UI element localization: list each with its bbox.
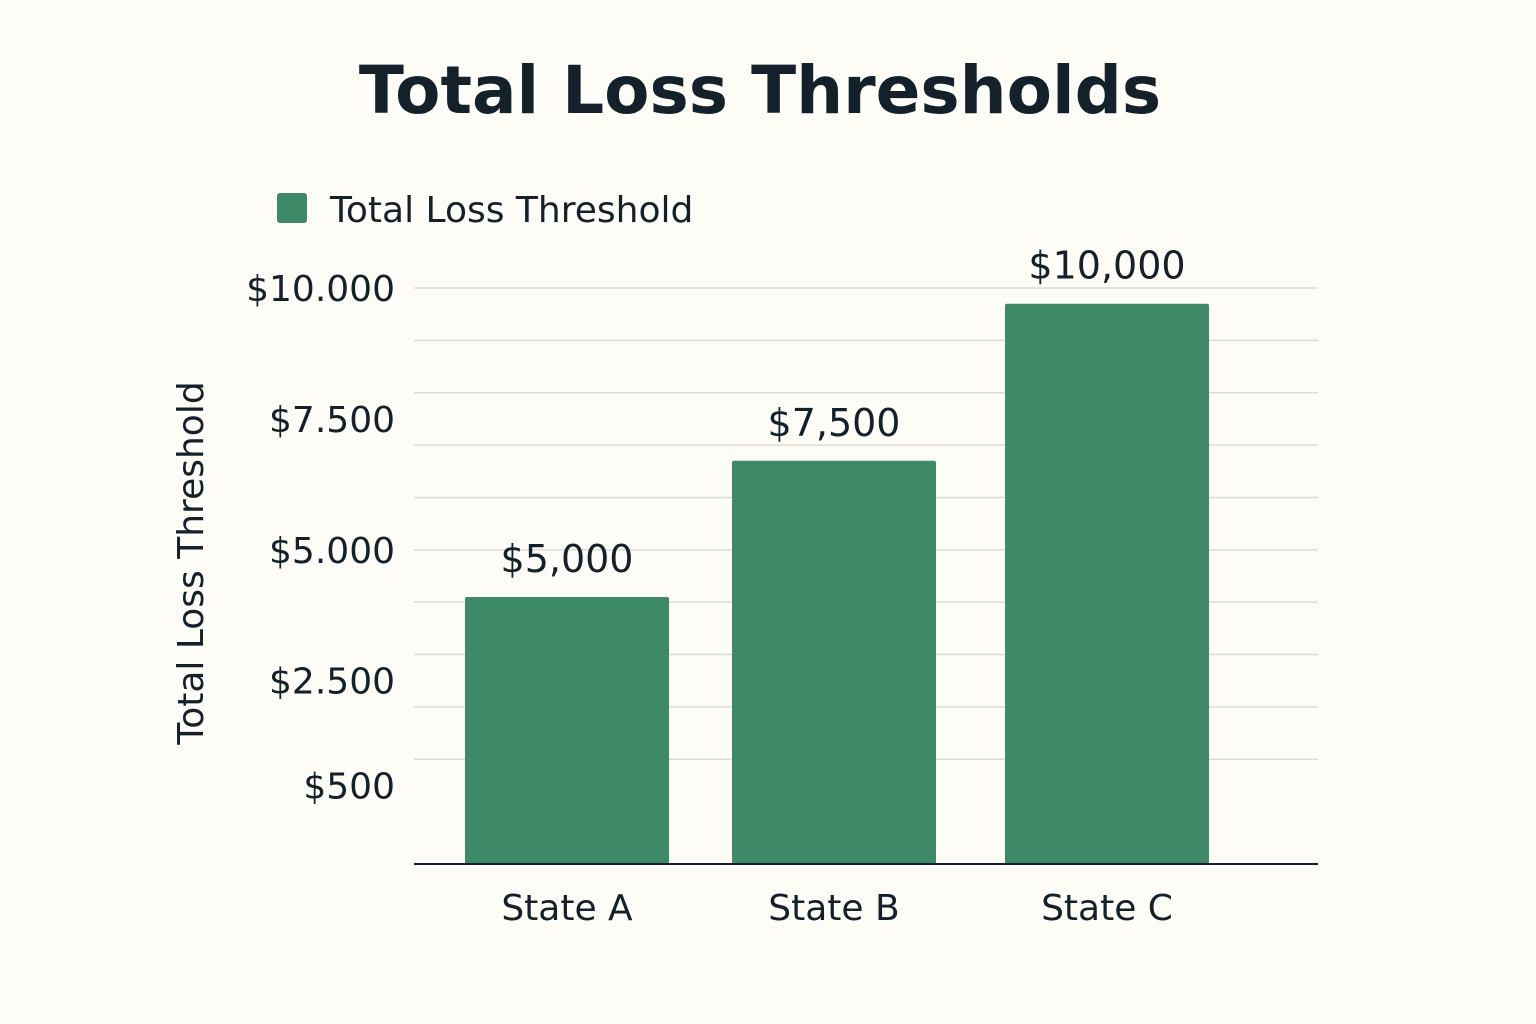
- x-axis-ticks: State A State B State C: [501, 888, 1173, 929]
- x-tick-label: State C: [1041, 888, 1173, 929]
- legend-swatch: [277, 193, 307, 223]
- y-tick-label: $7.500: [269, 400, 395, 441]
- x-tick-label: State B: [768, 888, 899, 929]
- bars: [465, 303, 1209, 864]
- y-tick-label: $10.000: [246, 269, 395, 310]
- y-tick-label: $2.500: [269, 662, 395, 703]
- data-label: $5,000: [501, 537, 634, 581]
- data-label: $7,500: [768, 401, 901, 445]
- bar: [1005, 303, 1209, 864]
- data-label: $10,000: [1028, 244, 1185, 288]
- x-tick-label: State A: [501, 888, 633, 929]
- y-tick-label: $500: [303, 766, 395, 807]
- legend: Total Loss Threshold: [277, 190, 693, 231]
- data-labels: $5,000 $7,500 $10,000: [501, 244, 1186, 581]
- legend-label: Total Loss Threshold: [329, 190, 693, 231]
- y-tick-label: $5.000: [269, 531, 395, 572]
- bar: [465, 596, 669, 864]
- y-axis-label: Total Loss Threshold: [171, 381, 212, 745]
- bar: [732, 460, 936, 864]
- y-axis-ticks: $500 $2.500 $5.000 $7.500 $10.000: [246, 269, 395, 807]
- chart-title: Total Loss Thresholds: [359, 52, 1161, 129]
